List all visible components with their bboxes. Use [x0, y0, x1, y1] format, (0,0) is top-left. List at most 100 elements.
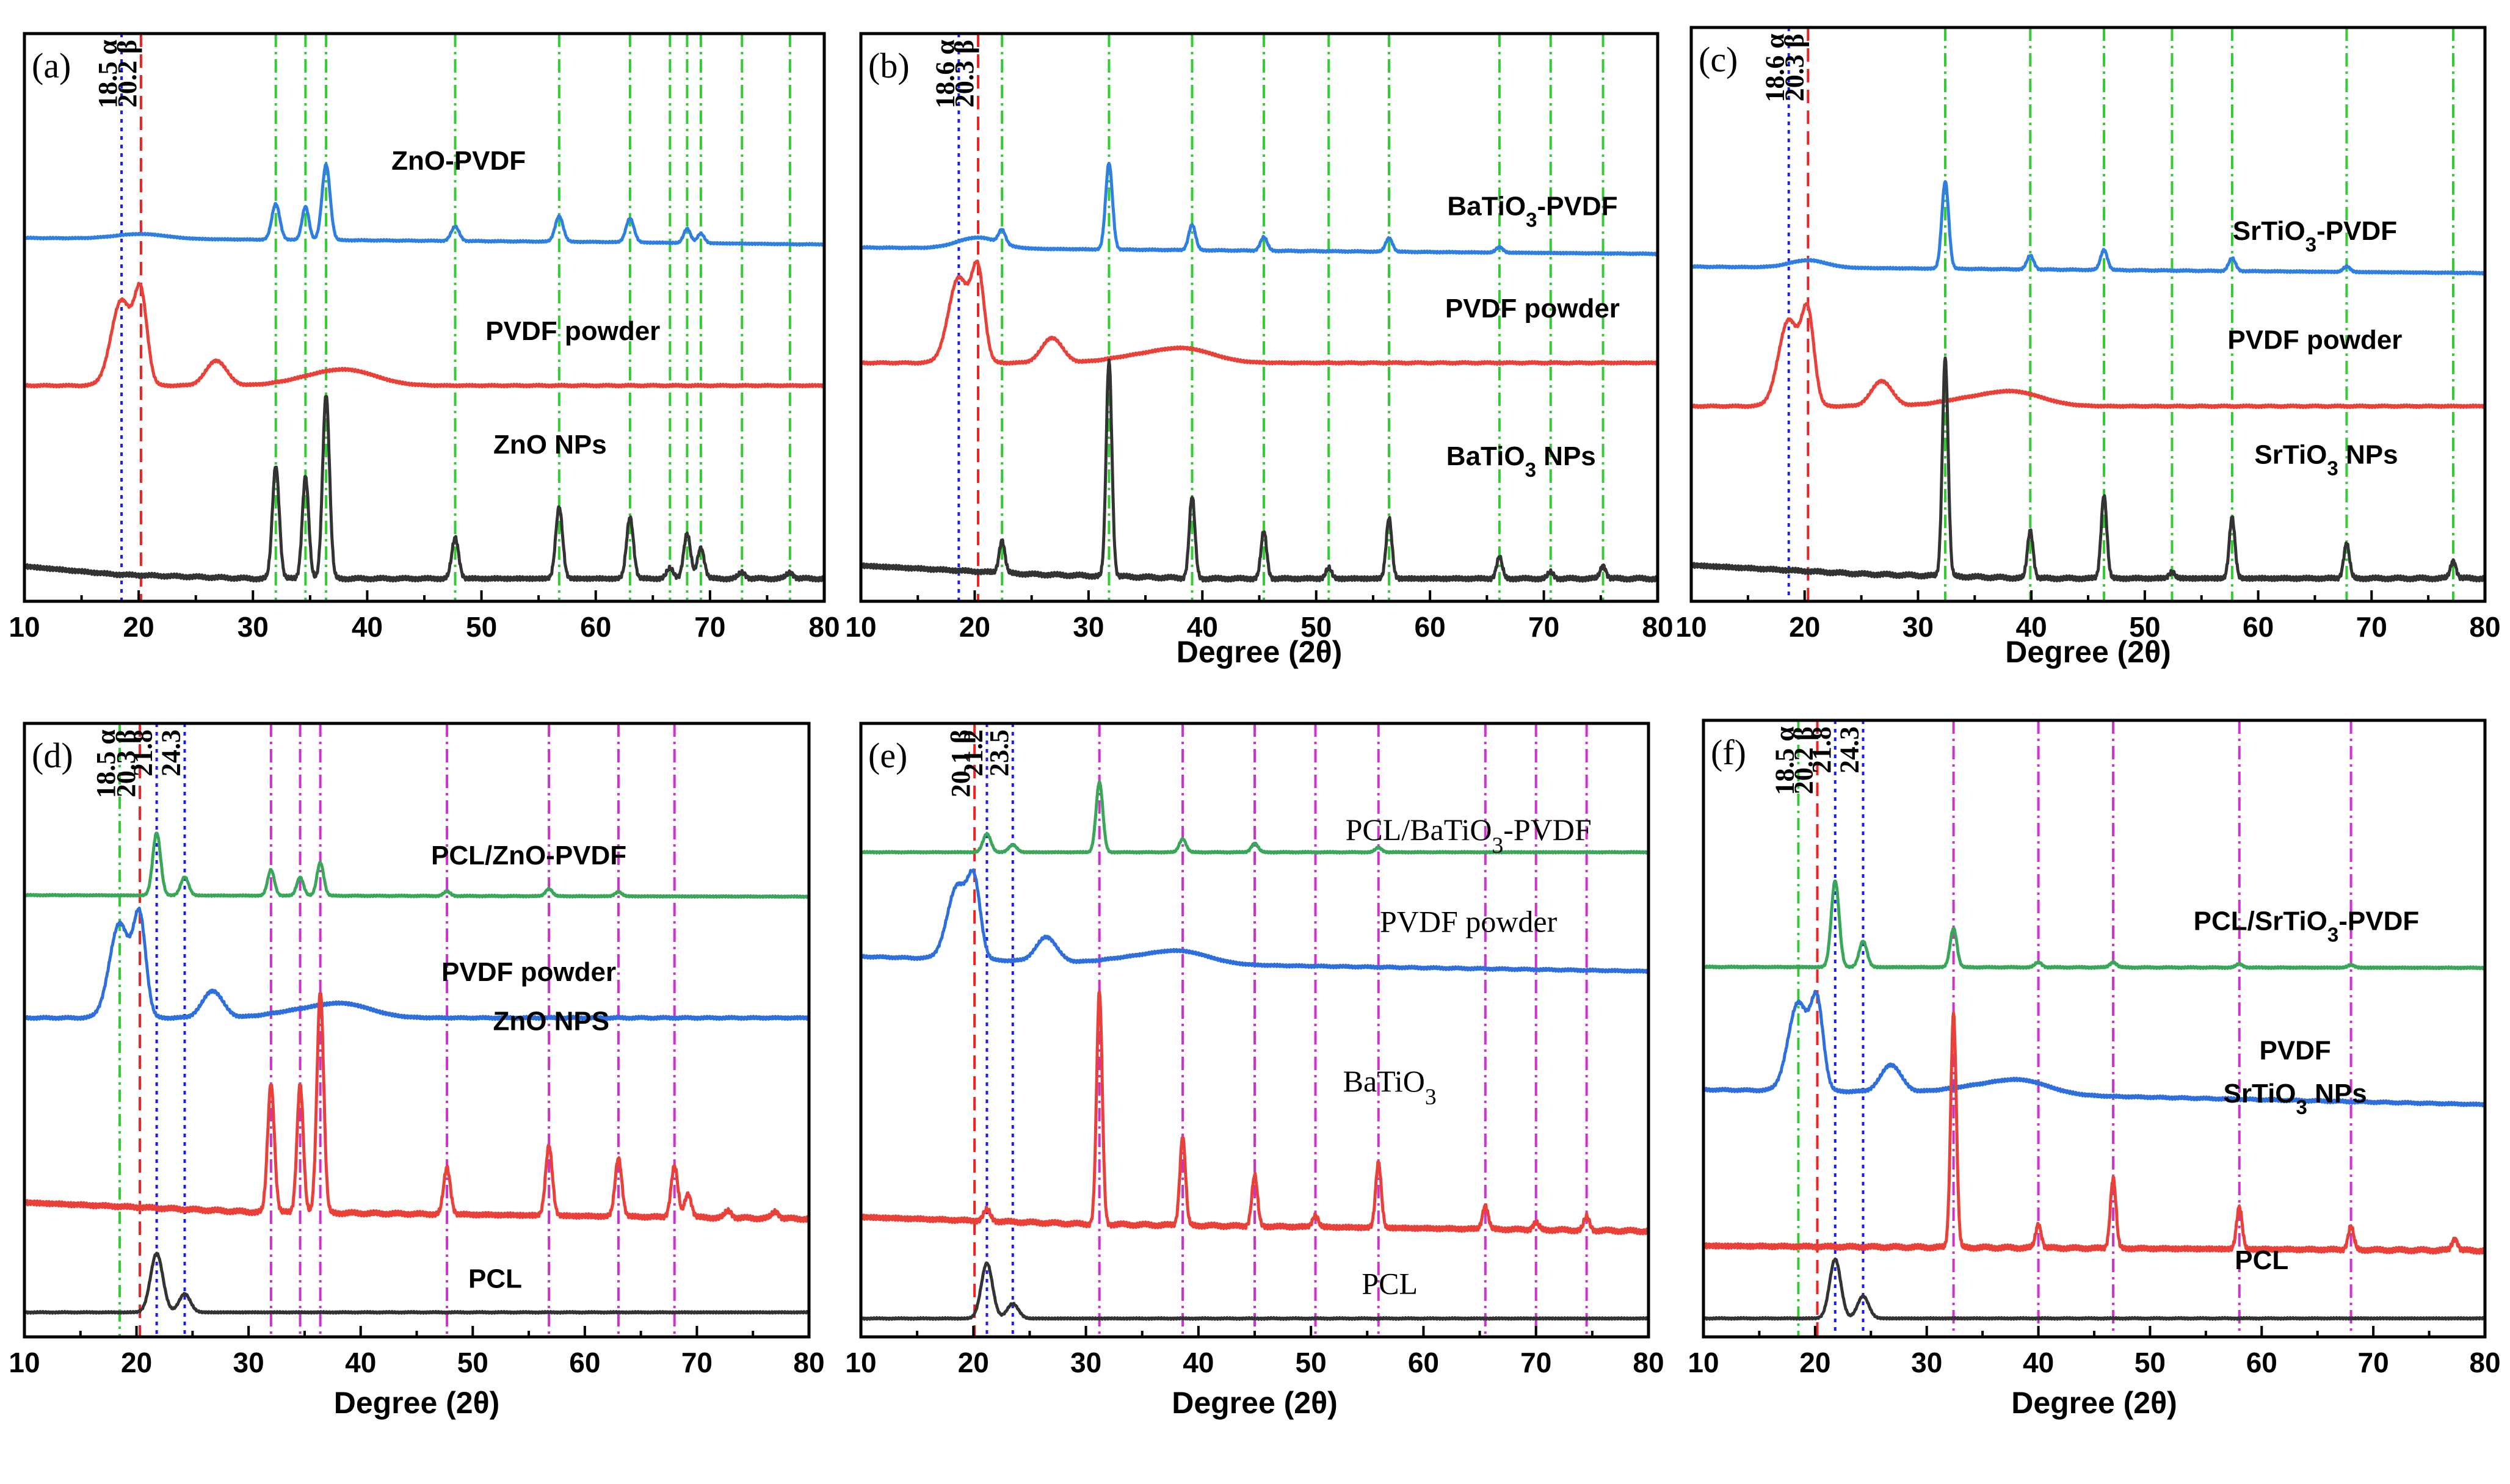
x-tick-label: 10 [9, 611, 40, 643]
x-tick-label: 40 [1183, 1347, 1214, 1378]
x-tick-label: 50 [466, 611, 497, 643]
x-tick-label: 20 [1799, 1347, 1830, 1378]
peak-label: 20.2 β [1789, 726, 1819, 794]
x-tick-label: 70 [2356, 611, 2387, 643]
series-label: PCL [468, 1264, 522, 1294]
x-tick-label: 40 [2023, 1347, 2054, 1378]
panel-label: (a) [32, 46, 71, 85]
series-label: PCL/BaTiO3-PVDF [1346, 813, 1592, 858]
series-line [1702, 990, 2486, 1107]
x-tick-label: 50 [457, 1347, 488, 1378]
peak-label: 18.6 α [930, 40, 960, 109]
series-line [859, 868, 1650, 974]
x-tick-label: 50 [1296, 1347, 1327, 1378]
panel-d: PCL/ZnO-PVDF PVDF powder ZnO NPS PCL 10 20 30 4… [9, 722, 825, 1420]
peak-label: 18.6 α [1760, 34, 1790, 103]
series-line [1689, 356, 2487, 583]
x-tick-label: 60 [2246, 1347, 2277, 1378]
series-label: BaTiO3-PVDF [1447, 192, 1617, 231]
x-tick-label: 50 [2135, 1347, 2166, 1378]
x-axis-title: Degree (2θ) [1177, 635, 1343, 669]
x-tick-label: 70 [1528, 611, 1559, 643]
x-tick-label: 20 [958, 1347, 989, 1378]
series-label: SrTiO3 NPs [2224, 1079, 2367, 1118]
x-tick-label: 70 [681, 1347, 713, 1378]
x-tick-label: 30 [233, 1347, 264, 1378]
x-axis-title: Degree (2θ) [2011, 1386, 2177, 1420]
series-label: ZnO NPs [493, 430, 607, 460]
series-label: PVDF powder [441, 957, 616, 987]
x-tick-label: 10 [845, 1347, 876, 1378]
panel-label: (c) [1699, 40, 1738, 79]
x-tick-label: 60 [1408, 1347, 1439, 1378]
series-label: PVDF [2259, 1036, 2330, 1066]
x-axis-title: Degree (2θ) [2005, 635, 2171, 669]
x-tick-label: 60 [569, 1347, 600, 1378]
x-tick-label: 10 [1675, 611, 1707, 643]
series-line [1689, 302, 2486, 410]
x-tick-label: 60 [580, 611, 611, 643]
peak-label: 18.5 α [1769, 726, 1799, 795]
panel-a: ZnO-PVDF PVDF powder ZnO NPs 10 20 30 40 50 60 70… [9, 32, 840, 643]
x-tick-label: 20 [123, 611, 154, 643]
x-tick-label: 10 [1688, 1347, 1719, 1378]
x-tick-label: 30 [1070, 1347, 1101, 1378]
x-tick-label: 20 [121, 1347, 152, 1378]
series-line [23, 395, 826, 583]
panel-f: PCL/SrTiO3-PVDF PVDF SrTiO3 NPs PCL 10 20 30 40… [1688, 718, 2501, 1420]
series-label: ZnO NPS [493, 1007, 609, 1037]
x-tick-label: 20 [1789, 611, 1820, 643]
x-tick-label: 10 [9, 1347, 40, 1378]
x-tick-label: 30 [1911, 1347, 1942, 1378]
x-tick-label: 50 [2129, 611, 2160, 643]
panel-e: PCL/BaTiO3-PVDF PVDF powder BaTiO3 PCL 10 20 3… [845, 722, 1664, 1420]
x-tick-label: 80 [808, 611, 840, 643]
series-line [859, 990, 1650, 1236]
plot-frame [23, 722, 811, 1339]
series-label: PVDF powder [1445, 294, 1620, 324]
peak-label: 24.3 [1834, 726, 1864, 773]
x-axis-title: Degree (2θ) [1172, 1386, 1338, 1420]
series-line [859, 259, 1659, 366]
x-tick-label: 70 [694, 611, 725, 643]
peak-label: 21.8 [1807, 726, 1837, 773]
series-label: SrTiO3 NPs [2254, 440, 2398, 479]
x-tick-label: 30 [238, 611, 269, 643]
x-tick-label: 30 [1902, 611, 1934, 643]
x-axis-title: Degree (2θ) [334, 1386, 500, 1420]
x-tick-label: 60 [1415, 611, 1446, 643]
x-tick-label: 70 [2358, 1347, 2389, 1378]
peak-label: 18.5 α [93, 40, 123, 109]
x-tick-label: 10 [845, 611, 876, 643]
x-tick-label: 60 [2243, 611, 2274, 643]
series-line [23, 831, 810, 899]
panel-label: (f) [1711, 733, 1746, 772]
panel-label: (d) [32, 736, 73, 775]
peak-label: 20.3 β [949, 40, 979, 107]
series-line [23, 162, 825, 247]
x-tick-label: 80 [793, 1347, 824, 1378]
x-tick-label: 40 [1187, 611, 1218, 643]
peak-label: 20.3 β [111, 729, 141, 797]
peak-label: 20.3 β [1779, 34, 1809, 101]
x-tick-label: 80 [2469, 1347, 2500, 1378]
series-line [859, 358, 1659, 583]
x-tick-label: 30 [1073, 611, 1104, 643]
peak-label: 23.5 [984, 729, 1014, 776]
x-tick-label: 80 [1633, 1347, 1664, 1378]
series-line [23, 1251, 810, 1315]
series-line [1702, 1257, 2486, 1321]
panel-c: SrTiO3-PVDF PVDF powder SrTiO3 NPs 10 20 30 40… [1675, 26, 2501, 669]
series-line [860, 1261, 1650, 1321]
peak-label: 21.2 [958, 729, 988, 776]
x-tick-label: 80 [1642, 611, 1673, 643]
series-line [23, 992, 811, 1223]
series-label: PCL/SrTiO3-PVDF [2194, 906, 2420, 946]
series-label: PCL [2235, 1245, 2288, 1275]
series-line [860, 162, 1659, 256]
x-tick-label: 40 [2016, 611, 2047, 643]
panel-label: (b) [868, 46, 910, 85]
series-line [1690, 180, 2486, 276]
x-tick-label: 70 [1520, 1347, 1551, 1378]
